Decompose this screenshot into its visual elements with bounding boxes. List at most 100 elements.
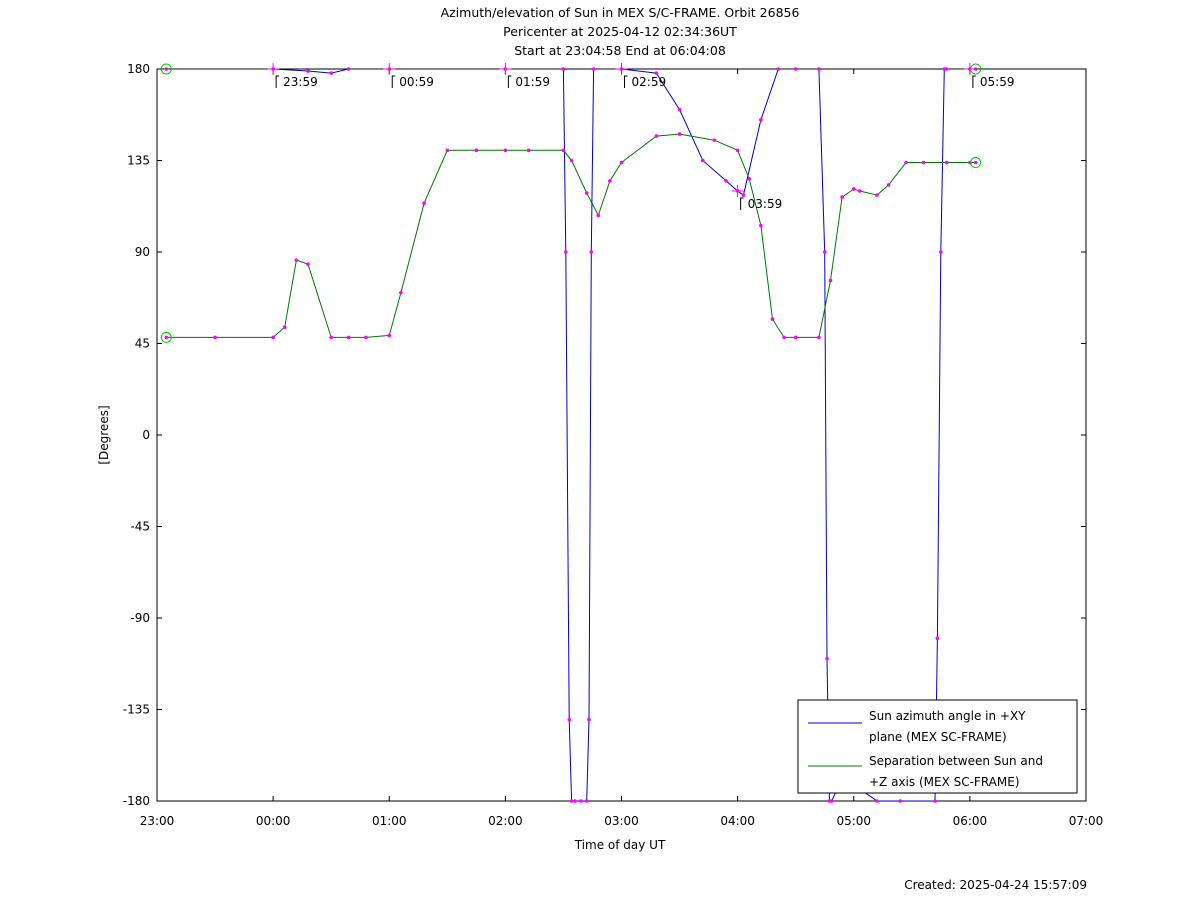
data-point-0-27 (817, 67, 821, 71)
data-point-0-31 (829, 799, 834, 803)
data-point-0-23 (741, 193, 746, 197)
title-line-1: Azimuth/elevation of Sun in MEX S/C-FRAM… (441, 5, 800, 20)
created-timestamp: Created: 2025-04-24 15:57:09 (904, 878, 1087, 892)
hour-annotations: 23:59 00:59 01:59 02:59 03:59 05:59 (267, 63, 1014, 211)
data-point-1-37 (886, 183, 891, 187)
series-1-end-marker (970, 157, 982, 169)
legend-label-separation-2: +Z axis (MEX SC-FRAME) (869, 775, 1020, 789)
data-point-0-0 (164, 67, 169, 71)
data-point-0-9 (567, 717, 572, 722)
x-tick-label-7: 06:00 (953, 814, 988, 828)
data-point-1-28 (770, 317, 775, 321)
y-axis: 180 135 90 45 0 -45 -90 -135 -180 (123, 62, 1086, 808)
data-point-1-0 (164, 335, 169, 340)
x-tick-label-1: 00:00 (256, 814, 291, 828)
data-point-0-7 (561, 67, 566, 71)
data-point-1-29 (782, 335, 786, 340)
hour-annotation-tick-0 (275, 75, 280, 88)
data-point-0-15 (589, 250, 594, 254)
data-point-1-38 (904, 160, 908, 165)
data-point-0-18 (654, 71, 659, 75)
y-tick-label-4: 0 (142, 428, 150, 442)
data-point-0-14 (587, 717, 591, 722)
y-tick-label-0: 180 (127, 62, 150, 76)
chart-title: Azimuth/elevation of Sun in MEX S/C-FRAM… (441, 5, 800, 58)
data-point-0-20 (700, 158, 705, 163)
x-tick-label-4: 03:00 (604, 814, 639, 828)
data-point-0-26 (793, 67, 798, 71)
series-0-start-marker (160, 63, 172, 75)
data-point-0-40 (944, 67, 949, 71)
x-tick-label-5: 04:00 (720, 814, 755, 828)
data-point-1-4 (294, 258, 299, 262)
y-tick-label-6: -90 (130, 611, 150, 625)
hour-annotation-tick-1 (391, 75, 396, 88)
hour-annotation-tick-4 (740, 197, 744, 210)
data-point-1-23 (677, 132, 682, 136)
y-tick-label-7: -135 (123, 703, 150, 717)
data-point-1-18 (584, 191, 589, 195)
data-point-0-34 (875, 799, 879, 803)
data-point-0-16 (591, 67, 596, 71)
data-point-1-25 (735, 148, 740, 153)
data-point-0-38 (939, 250, 943, 254)
data-point-1-31 (817, 335, 821, 340)
data-point-0-19 (677, 107, 682, 112)
data-point-0-37 (935, 636, 940, 641)
data-point-0-25 (776, 67, 781, 71)
data-point-0-28 (822, 250, 827, 254)
data-point-1-20 (608, 179, 612, 183)
legend-label-azimuth-2: plane (MEX SC-FRAME) (869, 730, 1007, 744)
data-point-0-35 (898, 799, 902, 803)
data-point-1-21 (619, 160, 624, 165)
hour-annotation-label-3: 02:59 (632, 75, 667, 89)
data-point-0-11 (573, 799, 577, 803)
data-point-1-6 (329, 335, 333, 340)
data-point-1-32 (828, 278, 833, 283)
data-point-0-8 (563, 250, 568, 254)
y-tick-label-1: 135 (127, 154, 150, 168)
y-tick-label-8: -180 (123, 794, 150, 808)
data-point-1-11 (422, 201, 426, 205)
data-point-1-42 (973, 160, 978, 165)
y-tick-label-5: -45 (130, 520, 150, 534)
x-axis-label: Time of day UT (574, 838, 666, 852)
data-point-1-2 (271, 335, 275, 340)
data-point-1-35 (857, 189, 862, 193)
data-point-1-13 (474, 148, 479, 153)
data-point-1-19 (596, 213, 601, 218)
data-point-0-4 (346, 67, 351, 71)
data-point-0-10 (569, 799, 574, 803)
data-point-1-14 (503, 148, 508, 153)
data-point-0-13 (584, 799, 589, 803)
data-point-1-15 (526, 148, 531, 153)
data-point-0-29 (825, 656, 829, 661)
x-tick-label-6: 05:00 (836, 814, 871, 828)
data-point-1-36 (875, 193, 879, 197)
title-line-3: Start at 23:04:58 End at 06:04:08 (514, 43, 726, 58)
x-tick-label-3: 02:00 (488, 814, 523, 828)
x-axis: 23:00 00:00 01:00 02:00 03:00 04:00 05:00 06:00… (140, 69, 1104, 828)
data-point-1-39 (921, 160, 926, 165)
hour-annotation-tick-5 (972, 75, 976, 88)
hour-annotation-label-5: 05:59 (980, 75, 1015, 89)
data-point-1-7 (346, 335, 351, 340)
data-point-0-2 (306, 69, 310, 73)
legend-box (797, 699, 1078, 794)
data-point-1-27 (759, 223, 763, 228)
legend: Sun azimuth angle in +XY plane (MEX SC-F… (797, 699, 1078, 794)
hour-annotation-tick-2 (507, 75, 512, 88)
data-point-1-10 (399, 290, 403, 295)
y-tick-label-3: 45 (135, 337, 150, 351)
data-point-0-36 (933, 799, 937, 803)
y-tick-label-2: 90 (135, 245, 150, 259)
data-point-1-33 (840, 195, 844, 199)
data-point-1-1 (213, 335, 217, 340)
data-point-1-24 (712, 138, 717, 142)
x-tick-label-8: 07:00 (1069, 814, 1104, 828)
title-line-2: Pericenter at 2025-04-12 02:34:36UT (503, 24, 737, 39)
data-point-1-17 (569, 158, 574, 163)
data-point-1-30 (793, 335, 798, 340)
x-tick-label-0: 23:00 (140, 814, 175, 828)
